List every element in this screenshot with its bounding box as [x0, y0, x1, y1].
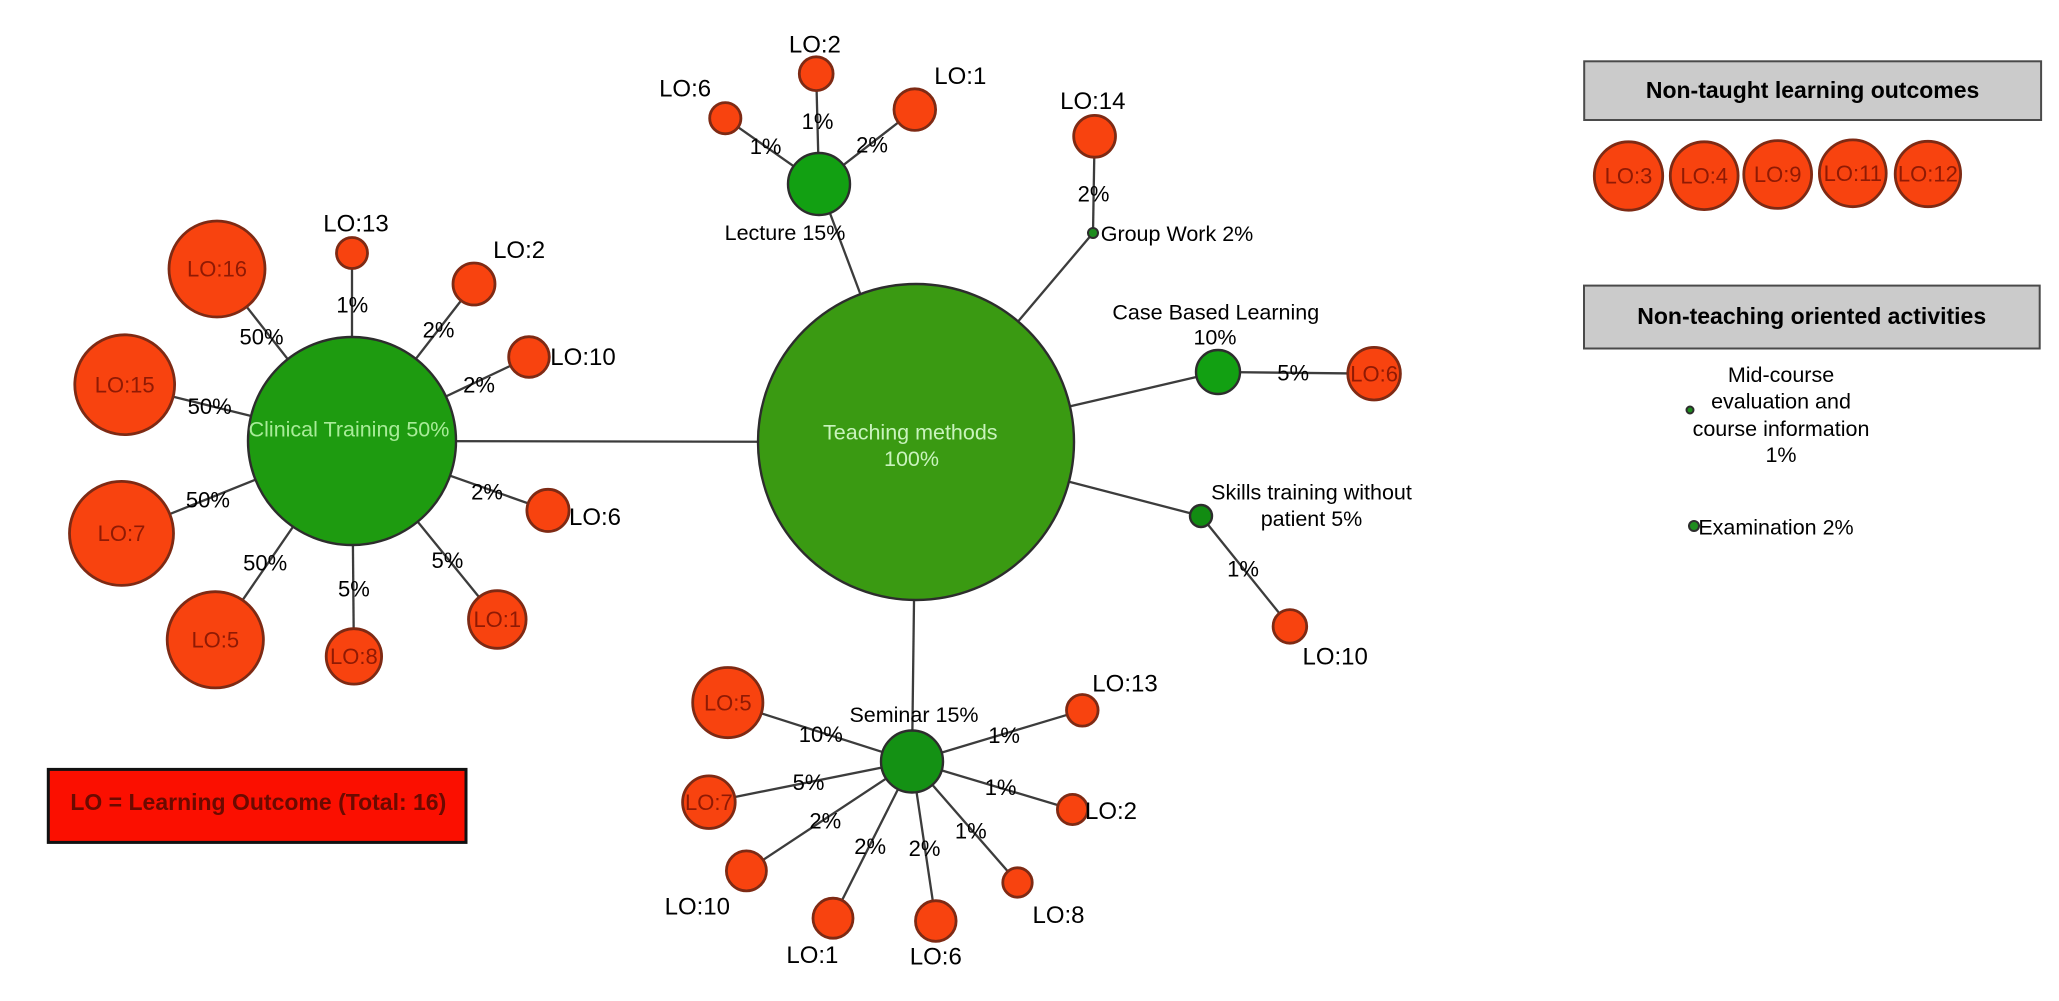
svg-text:LO:13: LO:13 — [1092, 671, 1157, 698]
svg-text:1%: 1% — [1227, 557, 1259, 582]
svg-text:Non-teaching oriented activiti: Non-teaching oriented activities — [1637, 303, 1986, 329]
svg-text:evaluation and: evaluation and — [1711, 389, 1851, 413]
svg-text:1%: 1% — [802, 109, 834, 134]
svg-text:course information: course information — [1693, 417, 1870, 441]
svg-text:LO:13: LO:13 — [323, 210, 388, 237]
svg-text:1%: 1% — [336, 293, 368, 318]
svg-text:50%: 50% — [186, 488, 230, 513]
svg-text:2%: 2% — [471, 480, 503, 505]
svg-text:LO:10: LO:10 — [665, 893, 730, 920]
svg-text:LO:2: LO:2 — [789, 31, 841, 58]
svg-text:Clinical Training 50%: Clinical Training 50% — [249, 418, 450, 442]
svg-text:LO:3: LO:3 — [1605, 164, 1653, 189]
svg-text:10%: 10% — [1193, 326, 1236, 350]
svg-text:LO:5: LO:5 — [191, 628, 239, 653]
svg-text:LO:5: LO:5 — [704, 690, 752, 715]
svg-text:50%: 50% — [188, 394, 232, 419]
svg-text:Skills training without: Skills training without — [1211, 481, 1412, 505]
svg-text:1%: 1% — [1765, 443, 1796, 467]
svg-text:LO:6: LO:6 — [910, 944, 962, 971]
svg-text:2%: 2% — [809, 809, 841, 834]
svg-text:1%: 1% — [988, 723, 1020, 748]
svg-text:LO:4: LO:4 — [1680, 163, 1728, 188]
svg-text:50%: 50% — [239, 324, 283, 349]
svg-text:5%: 5% — [793, 770, 825, 795]
svg-text:Teaching methods: Teaching methods — [823, 421, 998, 445]
svg-text:LO:7: LO:7 — [98, 521, 146, 546]
svg-text:2%: 2% — [423, 318, 455, 343]
svg-text:LO:2: LO:2 — [493, 237, 545, 264]
svg-text:10%: 10% — [799, 722, 843, 747]
svg-text:1%: 1% — [750, 134, 782, 159]
svg-text:2%: 2% — [463, 373, 495, 398]
svg-text:LO:6: LO:6 — [569, 504, 621, 531]
svg-text:1%: 1% — [985, 775, 1017, 800]
svg-text:2%: 2% — [1078, 182, 1110, 207]
svg-text:Lecture 15%: Lecture 15% — [725, 221, 846, 245]
svg-text:LO:8: LO:8 — [1032, 902, 1084, 929]
svg-text:LO:10: LO:10 — [1303, 644, 1368, 671]
svg-text:Case Based Learning: Case Based Learning — [1112, 300, 1319, 324]
svg-text:LO:10: LO:10 — [550, 344, 615, 371]
svg-text:Group Work 2%: Group Work 2% — [1101, 222, 1254, 246]
svg-text:1%: 1% — [955, 818, 987, 843]
svg-text:LO:15: LO:15 — [95, 372, 155, 397]
svg-text:LO:9: LO:9 — [1754, 162, 1802, 187]
svg-text:LO:12: LO:12 — [1898, 162, 1958, 187]
svg-text:LO:2: LO:2 — [1085, 798, 1137, 825]
svg-text:patient 5%: patient 5% — [1261, 507, 1363, 531]
svg-text:LO:16: LO:16 — [187, 257, 247, 282]
svg-text:100%: 100% — [884, 447, 939, 471]
svg-text:LO:6: LO:6 — [1350, 361, 1398, 386]
svg-text:LO:7: LO:7 — [685, 790, 733, 815]
svg-text:LO:1: LO:1 — [934, 63, 986, 90]
svg-text:Examination 2%: Examination 2% — [1698, 516, 1853, 540]
svg-text:LO:8: LO:8 — [330, 644, 378, 669]
svg-text:LO:1: LO:1 — [473, 607, 521, 632]
svg-text:LO = Learning Outcome (Total:: LO = Learning Outcome (Total: 16) — [70, 789, 446, 815]
svg-text:50%: 50% — [243, 551, 287, 576]
svg-text:5%: 5% — [1277, 361, 1309, 386]
svg-text:Mid-course: Mid-course — [1728, 363, 1834, 387]
svg-text:5%: 5% — [338, 577, 370, 602]
svg-text:5%: 5% — [432, 548, 464, 573]
svg-text:2%: 2% — [909, 836, 941, 861]
svg-text:2%: 2% — [854, 834, 886, 859]
svg-text:LO:1: LO:1 — [786, 942, 838, 969]
svg-text:LO:14: LO:14 — [1060, 88, 1125, 115]
svg-text:2%: 2% — [856, 132, 888, 157]
svg-text:Seminar 15%: Seminar 15% — [849, 703, 978, 727]
svg-text:Non-taught learning outcomes: Non-taught learning outcomes — [1646, 77, 1980, 103]
svg-text:LO:11: LO:11 — [1824, 161, 1882, 186]
svg-text:LO:6: LO:6 — [659, 76, 711, 103]
